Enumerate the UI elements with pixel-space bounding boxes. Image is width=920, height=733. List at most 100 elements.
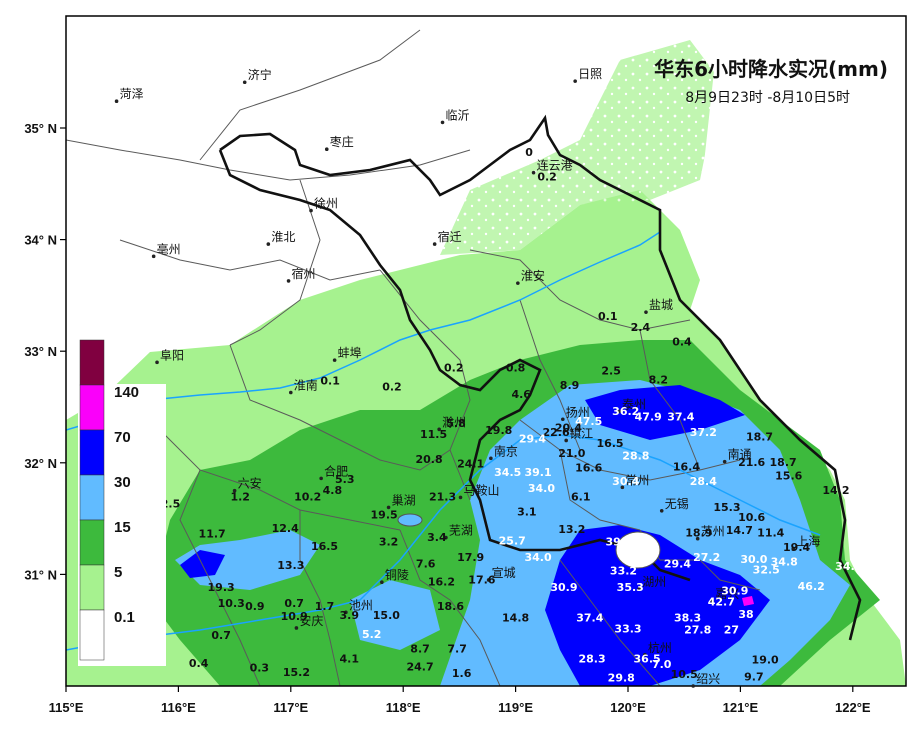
station-value: 28.4 — [690, 475, 717, 488]
zone-30-70-south — [545, 525, 770, 686]
city-marker — [458, 495, 463, 500]
station-value: 1.7 — [315, 600, 335, 613]
station-value: 27.8 — [684, 624, 711, 637]
station-value: 2.5 — [601, 365, 621, 378]
city-marker — [266, 242, 271, 246]
station-value: 11.4 — [757, 526, 784, 539]
y-tick-label: 35° N — [24, 121, 57, 136]
station-value: 24.1 — [457, 457, 484, 470]
station-value: 39.1 — [525, 466, 552, 479]
city-label: 济宁 — [248, 67, 272, 82]
station-value: 0 — [525, 146, 533, 159]
x-tick-label: 119°E — [498, 700, 533, 715]
x-tick-label: 122°E — [835, 700, 871, 715]
city-marker — [232, 488, 237, 493]
city-label: 淮北 — [271, 230, 295, 244]
city-label: 枣庄 — [330, 134, 354, 149]
legend-swatch-140plus — [79, 339, 105, 386]
city-marker — [380, 580, 384, 585]
station-value: 15.2 — [283, 666, 310, 679]
station-value: 42.7 — [708, 596, 735, 609]
city-label: 蚌埠 — [338, 346, 362, 360]
station-value: 5.3 — [335, 473, 355, 486]
station-value: 37.4 — [576, 611, 603, 624]
city-label: 杭州 — [648, 640, 672, 655]
city-label: 南通 — [728, 447, 752, 462]
city-label: 滁州 — [442, 414, 466, 429]
city-label: 连云港 — [537, 158, 573, 173]
station-value: 30.0 — [740, 553, 767, 566]
station-value: 21.6 — [738, 456, 765, 469]
city-label: 日照 — [578, 67, 602, 81]
station-value: 13.2 — [558, 523, 585, 536]
station-value: 1.2 — [230, 491, 250, 504]
city-marker — [437, 427, 441, 432]
city-label: 镇江 — [569, 426, 593, 440]
city-marker — [114, 99, 119, 104]
y-tick-label: 34° N — [24, 233, 57, 248]
precip-fill-layer — [66, 16, 906, 686]
station-value: 34.5 — [494, 466, 521, 479]
station-value: 14.7 — [726, 524, 753, 537]
sea-area — [700, 16, 906, 460]
city-marker — [289, 390, 293, 395]
legend-label-15: 15 — [114, 519, 131, 536]
station-value: 34.0 — [525, 551, 552, 564]
city-marker — [344, 610, 348, 615]
station-value: 0.2 — [382, 380, 402, 393]
axis-ticks: 115°E 116°E 117°E 118°E 119°E 120°E 121°E 122°E… — [24, 121, 871, 715]
station-value: 4.8 — [323, 484, 343, 497]
station-value: 7.0 — [652, 658, 672, 671]
city-label: 南京 — [494, 443, 518, 458]
station-value: 14.2 — [822, 484, 849, 497]
station-value: 13.3 — [277, 559, 304, 572]
station-value: 0.3 — [250, 661, 270, 674]
station-value: 17.6 — [468, 573, 495, 586]
station-value: 11.7 — [199, 528, 226, 541]
city-marker — [432, 242, 437, 246]
city-label: 芜湖 — [449, 523, 473, 538]
x-tick-label: 115°E — [49, 700, 84, 715]
station-value: 3.1 — [517, 505, 537, 518]
station-value: 36.2 — [612, 405, 639, 418]
station-value: 34. — [835, 560, 855, 573]
legend-swatch-0_1-5 — [79, 564, 105, 611]
city-marker — [695, 536, 700, 541]
station-value: 0.1 — [320, 375, 340, 388]
city-marker — [286, 279, 291, 283]
station-value: 10.2 — [294, 491, 321, 504]
station-value: 6.1 — [571, 491, 591, 504]
city-label: 宿州 — [292, 266, 316, 281]
city-marker — [386, 505, 391, 510]
station-value: 29.4 — [519, 433, 546, 446]
station-value: 16.5 — [311, 540, 338, 553]
legend: 0.1 5 15 30 70 140 — [78, 339, 166, 666]
station-value: 19.5 — [371, 509, 398, 522]
station-value: 14.8 — [502, 611, 529, 624]
station-value: 38 — [738, 608, 753, 621]
legend-swatch-15-30 — [79, 474, 105, 521]
station-value: 35.3 — [617, 581, 644, 594]
zone-15-30-mid — [350, 580, 440, 650]
city-marker — [294, 626, 299, 630]
station-value: 20.4 — [555, 422, 582, 435]
city-marker — [561, 417, 565, 422]
station-value: 24.7 — [406, 660, 433, 673]
city-label: 铜陵 — [385, 567, 409, 582]
city-label: 扬州 — [566, 404, 590, 419]
station-value: 33.2 — [610, 564, 637, 577]
city-label: 菏泽 — [120, 87, 144, 101]
city-label: 苏州 — [701, 525, 725, 539]
station-value: 19.3 — [208, 581, 235, 594]
station-value: 17.9 — [457, 551, 484, 564]
map-title: 华东6小时降水实况(mm) — [654, 57, 888, 81]
station-value: 19.4 — [783, 541, 810, 554]
station-value: 16.6 — [575, 462, 602, 475]
city-label: 马鞍山 — [464, 482, 500, 497]
city-boundaries — [66, 29, 761, 686]
station-value: 3.4 — [427, 531, 447, 544]
station-value: 3.9 — [339, 609, 359, 622]
region-border — [218, 114, 862, 641]
city-label: 上海 — [796, 534, 820, 549]
